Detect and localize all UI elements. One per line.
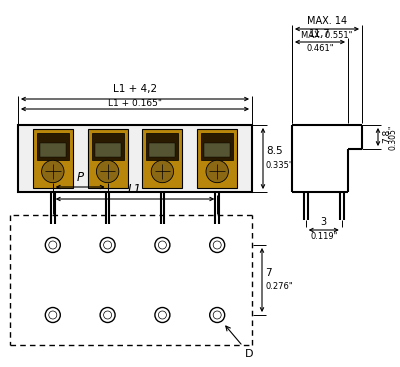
Text: L1 + 4,2: L1 + 4,2 <box>113 84 157 94</box>
Bar <box>201 133 233 160</box>
Text: MAX. 14: MAX. 14 <box>307 16 347 26</box>
Text: MAX. 0.551": MAX. 0.551" <box>301 31 353 40</box>
Bar <box>204 143 230 157</box>
Text: 8.5: 8.5 <box>266 146 283 156</box>
Bar <box>149 143 175 157</box>
Bar <box>18 125 252 192</box>
Bar <box>94 143 121 157</box>
Bar <box>92 133 124 160</box>
Circle shape <box>96 160 119 183</box>
Circle shape <box>42 160 64 183</box>
Text: 11,7: 11,7 <box>309 29 331 39</box>
Text: L1: L1 <box>128 183 142 196</box>
Circle shape <box>206 160 228 183</box>
Text: 7: 7 <box>265 268 272 278</box>
Text: L1 + 0.165": L1 + 0.165" <box>108 99 162 108</box>
Text: 0.276": 0.276" <box>265 282 293 291</box>
Bar <box>142 129 182 188</box>
Bar <box>37 133 69 160</box>
Bar <box>146 133 178 160</box>
Text: 0.119": 0.119" <box>310 232 338 241</box>
Circle shape <box>151 160 174 183</box>
Text: 0.335": 0.335" <box>266 160 294 170</box>
Bar <box>197 129 237 188</box>
Text: 0.461": 0.461" <box>306 44 334 53</box>
Bar <box>40 143 66 157</box>
Text: D: D <box>226 326 254 359</box>
Bar <box>88 129 128 188</box>
Text: 0.305": 0.305" <box>388 124 397 150</box>
Text: 7,8: 7,8 <box>382 129 391 143</box>
Text: 3: 3 <box>321 217 327 227</box>
Bar <box>33 129 73 188</box>
Text: P: P <box>77 171 84 184</box>
